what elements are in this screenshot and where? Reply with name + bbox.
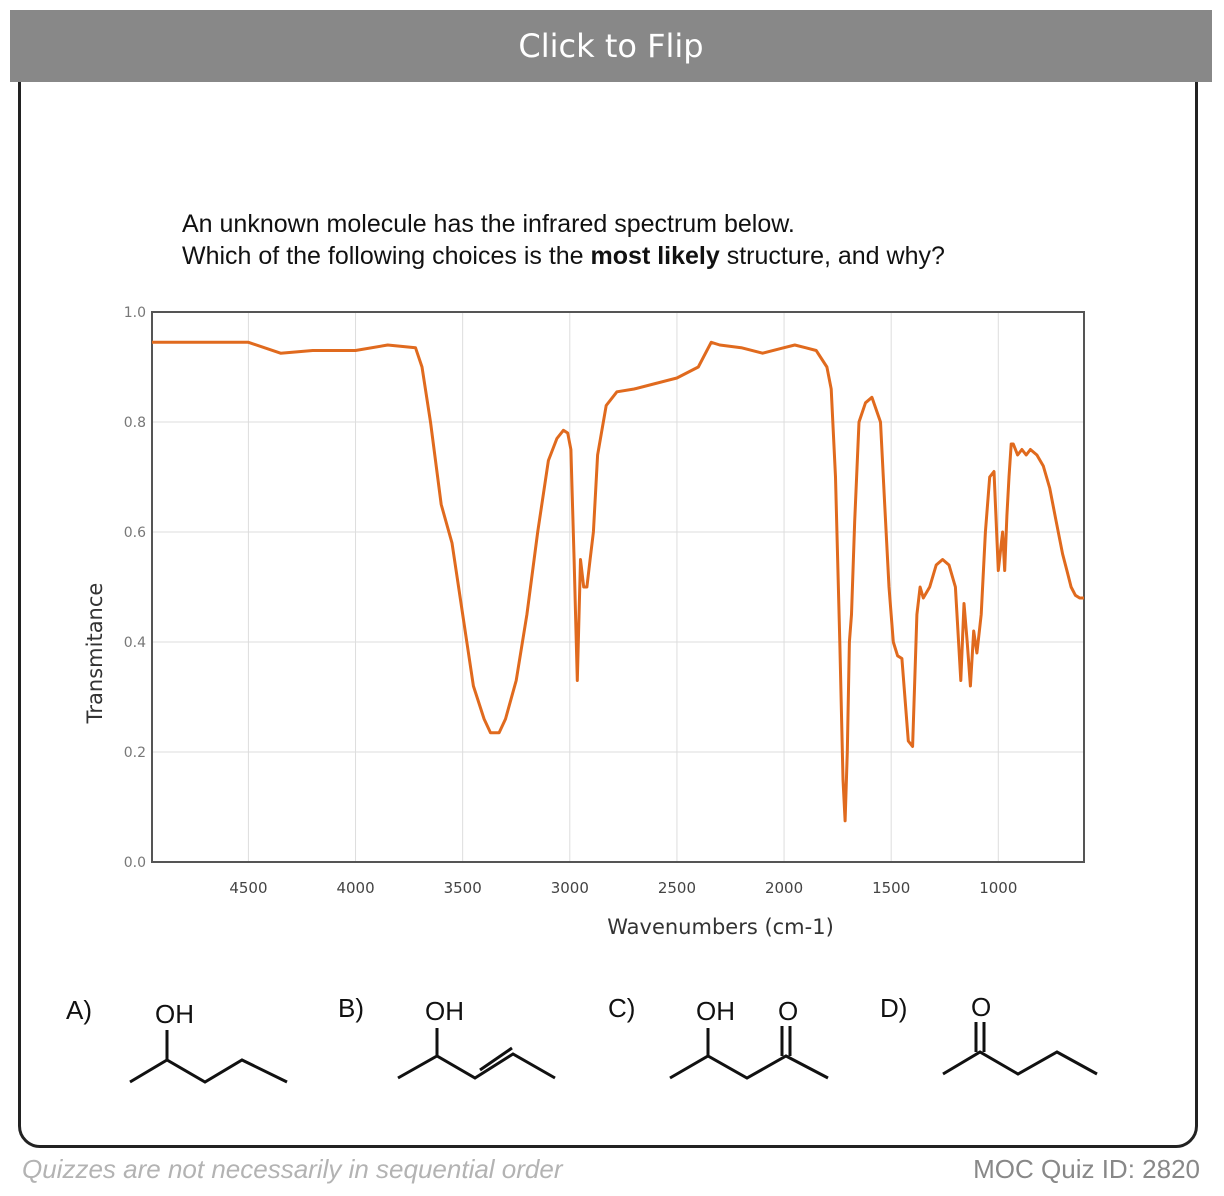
x-tick-label: 3000 (551, 879, 589, 897)
choice-a-oh-label: OH (155, 999, 194, 1029)
choice-d-skeleton (942, 1050, 1098, 1076)
x-tick-label: 4000 (336, 879, 374, 897)
choice-b-label: B) (338, 993, 364, 1023)
quiz-id: MOC Quiz ID: 2820 (973, 1154, 1200, 1184)
y-tick-label: 0.8 (124, 415, 146, 431)
choice-c-o-label: O (778, 996, 798, 1026)
y-tick-label: 1.0 (124, 305, 146, 321)
choice-b-skeleton (397, 1052, 556, 1080)
y-tick-label: 0.0 (124, 855, 146, 871)
x-tick-label: 1500 (872, 879, 910, 897)
spectrum-line (152, 340, 1084, 823)
plot-frame (151, 311, 1085, 863)
x-tick-label: 1000 (979, 879, 1017, 897)
choice-d-o-label: O (971, 992, 991, 1022)
y-axis-label: Transmitance (83, 583, 107, 725)
footer-disclaimer: Quizzes are not necessarily in sequentia… (22, 1154, 563, 1184)
y-tick-label: 0.6 (124, 525, 146, 541)
question-line-2: Which of the following choices is the mo… (182, 242, 945, 270)
choice-a-skeleton (129, 1058, 288, 1084)
x-axis-label: Wavenumbers (cm-1) (607, 915, 834, 939)
click-to-flip-button[interactable]: Click to Flip (10, 10, 1212, 82)
choice-d-structure: O (942, 992, 1098, 1076)
choice-b-double-bond (479, 1046, 513, 1072)
question-line-1: An unknown molecule has the infrared spe… (182, 210, 795, 238)
choice-a-structure: OH (129, 999, 288, 1084)
ir-spectrum-chart: 4500 4000 3500 3000 2500 2000 1500 1000 0.0 0.2 0.… (83, 305, 1085, 939)
choice-b-oh-label: OH (425, 996, 464, 1026)
choice-b-structure: OH (397, 996, 556, 1080)
choice-a-label: A) (66, 995, 92, 1025)
choice-c-oh-label: OH (696, 996, 735, 1026)
choice-c-structure: OH O (669, 996, 829, 1080)
choice-c-label: C) (608, 993, 636, 1023)
x-tick-label: 2000 (765, 879, 803, 897)
y-tick-label: 0.4 (124, 635, 146, 651)
choice-c-skeleton (669, 1054, 829, 1080)
x-tick-label: 4500 (229, 879, 267, 897)
x-tick-label: 3500 (444, 879, 482, 897)
question-text: An unknown molecule has the infrared spe… (182, 208, 945, 272)
x-tick-label: 2500 (658, 879, 696, 897)
flashcard[interactable] (18, 18, 1198, 1148)
y-tick-label: 0.2 (124, 745, 146, 761)
choice-d-label: D) (880, 993, 908, 1023)
